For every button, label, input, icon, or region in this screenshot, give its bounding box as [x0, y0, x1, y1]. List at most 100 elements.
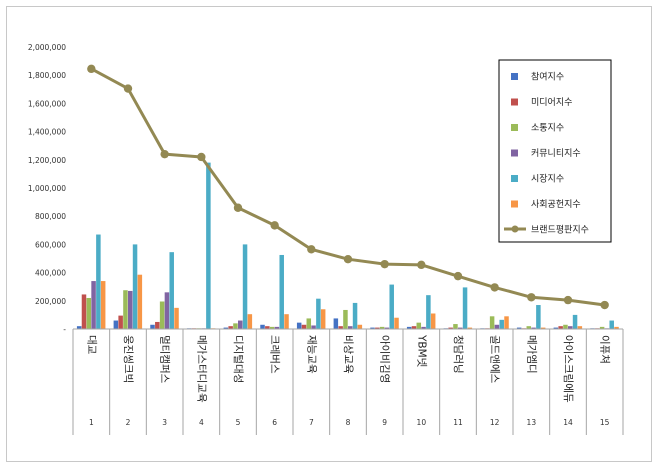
y-tick-label: 1,400,000 — [28, 128, 66, 137]
bar-소통지수-아이스크림에듀 — [563, 324, 568, 329]
x-category-label: 크레버스 — [269, 335, 281, 374]
x-category-label: YBM넷 — [415, 334, 427, 368]
bar-사회공헌지수-이퓨쳐 — [614, 326, 619, 329]
bar-미디어지수-아이비김영 — [375, 327, 380, 329]
x-rank-label: 1 — [89, 418, 94, 427]
bar-미디어지수-대교 — [81, 294, 87, 329]
bar-참여지수-크레버스 — [260, 324, 265, 329]
x-rank-label: 4 — [199, 418, 204, 427]
x-rank-label: 6 — [272, 418, 277, 427]
legend-swatch-소통지수 — [511, 124, 518, 131]
legend-swatch-참여지수 — [511, 73, 518, 80]
bar-소통지수-이퓨쳐 — [599, 326, 605, 329]
line-point-골드앤에스 — [490, 283, 499, 292]
bar-시장지수-아이비김영 — [389, 284, 394, 329]
x-category-label: 청담러닝 — [452, 335, 464, 374]
bar-미디어지수-멀티캠퍼스 — [155, 321, 160, 329]
x-rank-label: 10 — [417, 418, 427, 427]
bar-커뮤니티지수-메가엠디 — [531, 327, 536, 329]
y-tick-label: 1,600,000 — [28, 99, 66, 108]
y-tick-label: 800,000 — [35, 212, 66, 221]
bar-시장지수-디지털대성 — [242, 244, 248, 329]
x-rank-label: 3 — [162, 418, 167, 427]
bar-시장지수-YBM넷 — [426, 295, 431, 329]
legend-label: 커뮤니티지수 — [531, 148, 581, 159]
legend-swatch-미디어지수 — [511, 98, 518, 106]
bar-사회공헌지수-메가엠디 — [540, 327, 546, 329]
legend-label: 시장지수 — [531, 174, 564, 185]
bar-커뮤니티지수-아이비김영 — [384, 327, 390, 329]
line-point-아이스크림에듀 — [563, 295, 573, 305]
bar-커뮤니티지수-비상교육 — [348, 326, 353, 329]
x-axis: 대교 1 웅진씽크빅 2 멀티캠퍼스 3 메가스터디교육 4 디지털대성 5 크레버스 6 재능교육 7 비… — [72, 328, 624, 435]
bar-커뮤니티지수-디지털대성 — [238, 320, 243, 329]
x-category-label: 아이스크림에듀 — [562, 335, 574, 403]
legend-label: 사회공헌지수 — [531, 199, 581, 210]
bar-소통지수-아이비김영 — [379, 326, 385, 329]
bar-시장지수-재능교육 — [316, 298, 321, 329]
bar-커뮤니티지수-웅진씽크빅 — [128, 290, 133, 329]
bar-미디어지수-크레버스 — [265, 326, 270, 329]
legend-label: 소통지수 — [531, 123, 564, 134]
line-point-메가엠디 — [527, 293, 536, 302]
bar-커뮤니티지수-YBM넷 — [421, 326, 426, 329]
bar-시장지수-이퓨쳐 — [609, 320, 614, 329]
bar-사회공헌지수-대교 — [100, 281, 106, 329]
bar-커뮤니티지수-청담러닝 — [458, 327, 463, 329]
bar-시장지수-메가스터디교육 — [206, 162, 211, 329]
bar-소통지수-대교 — [86, 297, 92, 329]
line-point-비상교육 — [343, 255, 353, 264]
legend-line-marker — [511, 225, 519, 233]
bar-커뮤니티지수-재능교육 — [311, 325, 316, 329]
legend-swatch-시장지수 — [511, 175, 518, 182]
line-point-이퓨쳐 — [600, 300, 609, 310]
bar-미디어지수-웅진씽크빅 — [118, 315, 123, 329]
bar-소통지수-골드앤에스 — [489, 316, 495, 329]
line-point-웅진씽크빅 — [123, 84, 133, 93]
bar-참여지수-비상교육 — [333, 318, 339, 329]
bar-참여지수-아이비김영 — [370, 327, 375, 329]
y-axis-grid: - 200,000 400,000 600,000 800,000 1,000,000 1,… — [28, 43, 66, 334]
x-category-label: 재능교육 — [305, 335, 317, 374]
bar-참여지수-YBM넷 — [406, 326, 412, 329]
bar-사회공헌지수-청담러닝 — [467, 327, 473, 329]
bar-커뮤니티지수-대교 — [91, 281, 96, 329]
bar-참여지수-웅진씽크빅 — [113, 320, 119, 329]
x-rank-label: 15 — [600, 418, 610, 427]
line-point-재능교육 — [307, 245, 316, 254]
line-point-대교 — [87, 64, 96, 74]
bar-참여지수-재능교육 — [296, 322, 302, 329]
bar-참여지수-디지털대성 — [223, 327, 229, 329]
bar-시장지수-크레버스 — [279, 254, 284, 329]
bar-사회공헌지수-재능교육 — [320, 309, 326, 329]
x-category-label: 이퓨쳐 — [599, 335, 611, 364]
line-point-멀티캠퍼스 — [160, 149, 169, 159]
line-point-아이비김영 — [380, 259, 389, 269]
bar-시장지수-메가엠디 — [536, 305, 541, 329]
bar-소통지수-크레버스 — [269, 326, 275, 329]
bar-소통지수-메가엠디 — [526, 326, 532, 329]
bar-커뮤니티지수-아이스크림에듀 — [568, 326, 573, 329]
bar-사회공헌지수-아이비김영 — [394, 317, 399, 329]
bar-사회공헌지수-웅진씽크빅 — [137, 274, 143, 329]
legend-label: 미디어지수 — [531, 97, 572, 108]
x-rank-label: 8 — [346, 418, 351, 427]
x-category-label: 대교 — [85, 335, 97, 355]
y-tick-label: 2,000,000 — [28, 43, 66, 52]
x-category-label: 아이비김영 — [379, 335, 391, 383]
brand-reputation-chart: - 200,000 400,000 600,000 800,000 1,000,000 1,… — [28, 43, 624, 435]
bar-시장지수-청담러닝 — [462, 287, 468, 329]
bar-소통지수-비상교육 — [343, 309, 348, 329]
bar-미디어지수-재능교육 — [301, 324, 307, 329]
bar-참여지수-멀티캠퍼스 — [150, 324, 155, 329]
bar-참여지수-메가엠디 — [516, 327, 522, 329]
x-category-label: 웅진씽크빅 — [122, 335, 134, 383]
bar-미디어지수-비상교육 — [338, 326, 343, 329]
x-rank-label: 12 — [490, 418, 500, 427]
y-tick-label: 600,000 — [35, 240, 66, 249]
bar-소통지수-YBM넷 — [416, 322, 422, 329]
y-tick-label: 400,000 — [35, 269, 66, 278]
x-rank-label: 14 — [563, 418, 573, 427]
bar-시장지수-대교 — [96, 234, 101, 329]
